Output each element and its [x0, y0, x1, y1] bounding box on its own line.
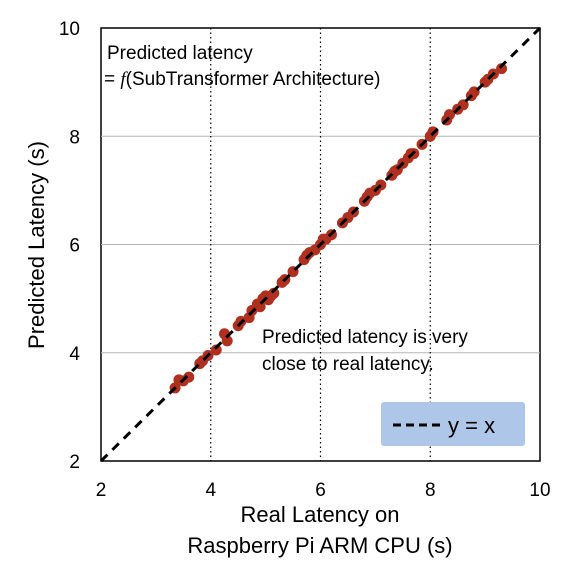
x-tick-labels: 2 4 6 8 10: [96, 480, 551, 501]
annotation-top-line2: = f(SubTransformer Architecture): [104, 69, 380, 90]
y-equals-x-line: [99, 26, 542, 463]
legend-box: [381, 402, 525, 446]
x-axis-label-line1: Real Latency on: [241, 502, 400, 527]
x-tick-label: 2: [96, 480, 107, 501]
x-tick-label: 6: [315, 480, 326, 501]
x-tick-label: 10: [529, 480, 550, 501]
annotation-top-suffix: (SubTransformer Architecture): [126, 69, 381, 90]
data-point: [268, 287, 280, 299]
y-tick-label: 4: [69, 344, 80, 365]
y-tick-labels: 2 4 6 8 10: [59, 19, 81, 473]
x-axis-label-line2: Raspberry Pi ARM CPU (s): [187, 533, 452, 558]
legend: y = x: [381, 402, 525, 446]
data-point: [221, 335, 233, 347]
y-tick-label: 6: [69, 236, 80, 257]
data-point: [443, 109, 455, 121]
data-point: [496, 63, 508, 75]
annotation-top-line1: Predicted latency: [107, 43, 253, 64]
annotation-mid-line2: close to real latency.: [262, 354, 434, 375]
data-point: [210, 344, 222, 356]
data-point: [183, 371, 195, 383]
legend-label: y = x: [448, 413, 495, 438]
x-tick-label: 8: [425, 480, 436, 501]
y-tick-label: 10: [59, 19, 80, 40]
x-tick-label: 4: [205, 480, 216, 501]
annotation-mid-line1: Predicted latency is very: [262, 327, 468, 348]
y-tick-label: 2: [69, 452, 80, 473]
annotation-top-func: f: [120, 69, 128, 90]
y-tick-label: 8: [69, 127, 80, 148]
annotation-top-prefix: =: [104, 69, 120, 90]
y-axis-label: Predicted Latency (s): [24, 141, 49, 349]
